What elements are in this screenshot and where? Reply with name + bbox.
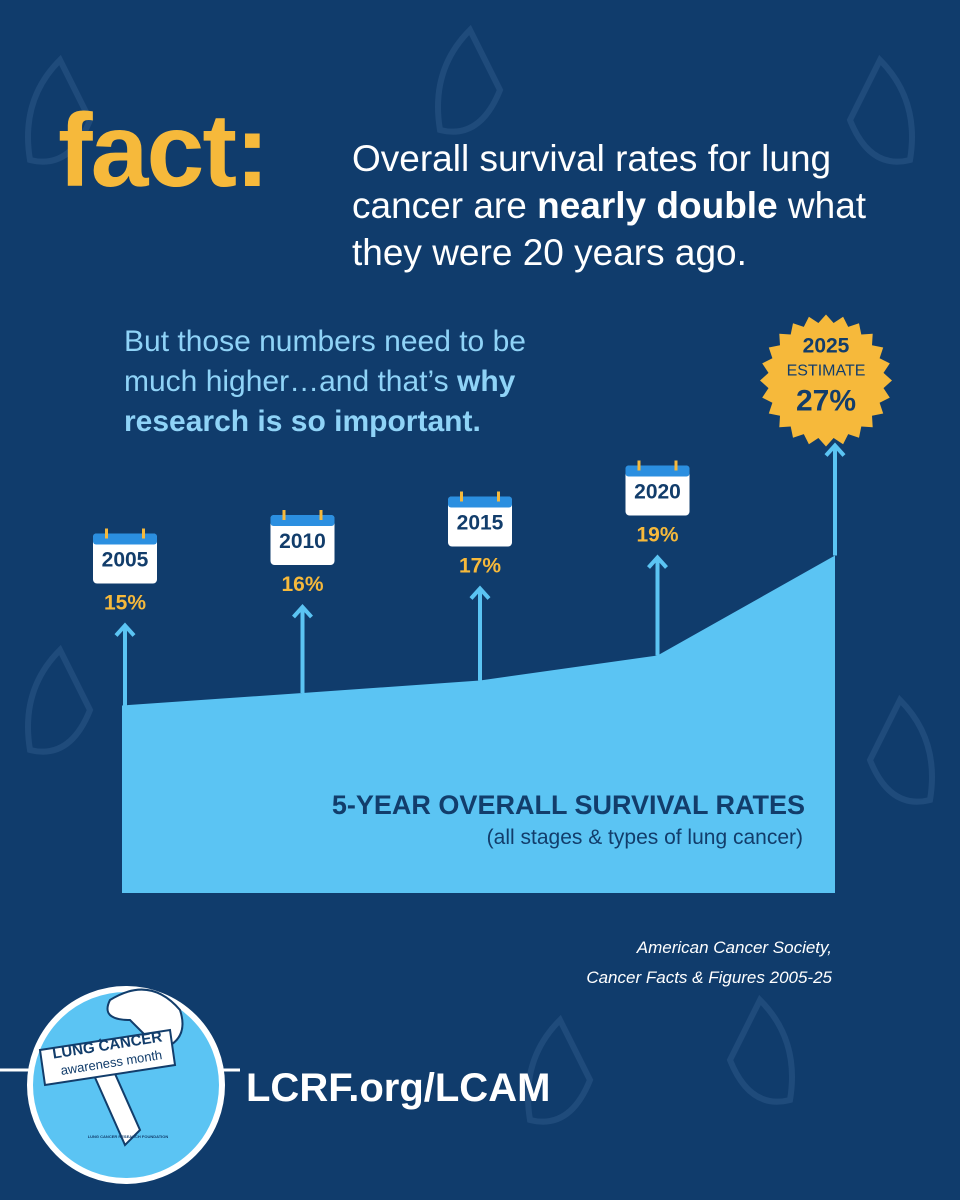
headline-text: what they were 20 years ago. bbox=[352, 185, 867, 273]
arrow-head bbox=[824, 442, 846, 457]
annotation: ESTIMATE bbox=[787, 363, 866, 380]
area bbox=[122, 555, 835, 893]
year-label: 2005 bbox=[102, 549, 149, 572]
source-line: American Cancer Society, bbox=[636, 938, 832, 957]
calendar-top bbox=[270, 515, 335, 526]
calendar bbox=[93, 533, 157, 584]
calendar-ring bbox=[105, 528, 108, 539]
value-label: 16% bbox=[281, 573, 323, 596]
year-label: 2010 bbox=[279, 530, 326, 553]
url[interactable]: LCRF.org/LCAM bbox=[246, 1066, 551, 1110]
arrow-head bbox=[469, 585, 491, 600]
headline-text: Overall survival rates for lung cancer a… bbox=[352, 138, 832, 226]
arrow-head bbox=[292, 604, 313, 619]
badge-org: LUNG CANCER RESEARCH FOUNDATION bbox=[88, 1134, 169, 1139]
calendar-ring bbox=[142, 528, 145, 539]
headline: Overall survival rates for lung cancer a… bbox=[352, 135, 912, 276]
value-label: 15% bbox=[104, 592, 146, 615]
badge: LUNG CANCER awareness month LUNG CANCER … bbox=[27, 986, 225, 1184]
year-label: 2020 bbox=[634, 481, 681, 504]
calendar-top bbox=[448, 496, 512, 508]
background-pattern bbox=[25, 24, 935, 1125]
calendar-top bbox=[625, 465, 690, 477]
calendar-ring bbox=[282, 510, 286, 520]
intro-emphasis: why research is so important. bbox=[124, 365, 516, 438]
headline-emphasis: nearly double bbox=[537, 185, 778, 226]
calendar bbox=[270, 515, 335, 565]
calendar-ring bbox=[637, 460, 641, 471]
calendar-ring bbox=[319, 510, 323, 520]
chart-subtitle: (all stages & types of lung cancer) bbox=[486, 826, 803, 849]
calendar bbox=[448, 496, 512, 547]
intro: But those numbers need to be much higher… bbox=[124, 322, 604, 442]
source-line: Cancer Facts & Figures 2005-25 bbox=[586, 968, 832, 987]
calendar-ring bbox=[674, 460, 678, 471]
arrow-head bbox=[647, 554, 668, 569]
calendar-ring bbox=[460, 491, 463, 502]
value-label: 27% bbox=[796, 385, 856, 418]
value-label: 19% bbox=[636, 524, 678, 547]
intro-text: But those numbers need to be much higher… bbox=[124, 325, 526, 398]
source: American Cancer Society, Cancer Facts & F… bbox=[586, 933, 832, 993]
year-label: 2015 bbox=[457, 512, 504, 535]
calendar bbox=[625, 465, 690, 516]
estimate-badge bbox=[760, 314, 892, 447]
calendar-ring bbox=[497, 491, 500, 502]
calendar-top bbox=[93, 533, 157, 545]
arrow-head bbox=[114, 622, 136, 637]
fact-label: fact: bbox=[58, 93, 270, 209]
value-label: 17% bbox=[459, 555, 501, 578]
chart-title: 5-YEAR OVERALL SURVIVAL RATES bbox=[331, 790, 805, 820]
year-label: 2025 bbox=[803, 335, 850, 358]
